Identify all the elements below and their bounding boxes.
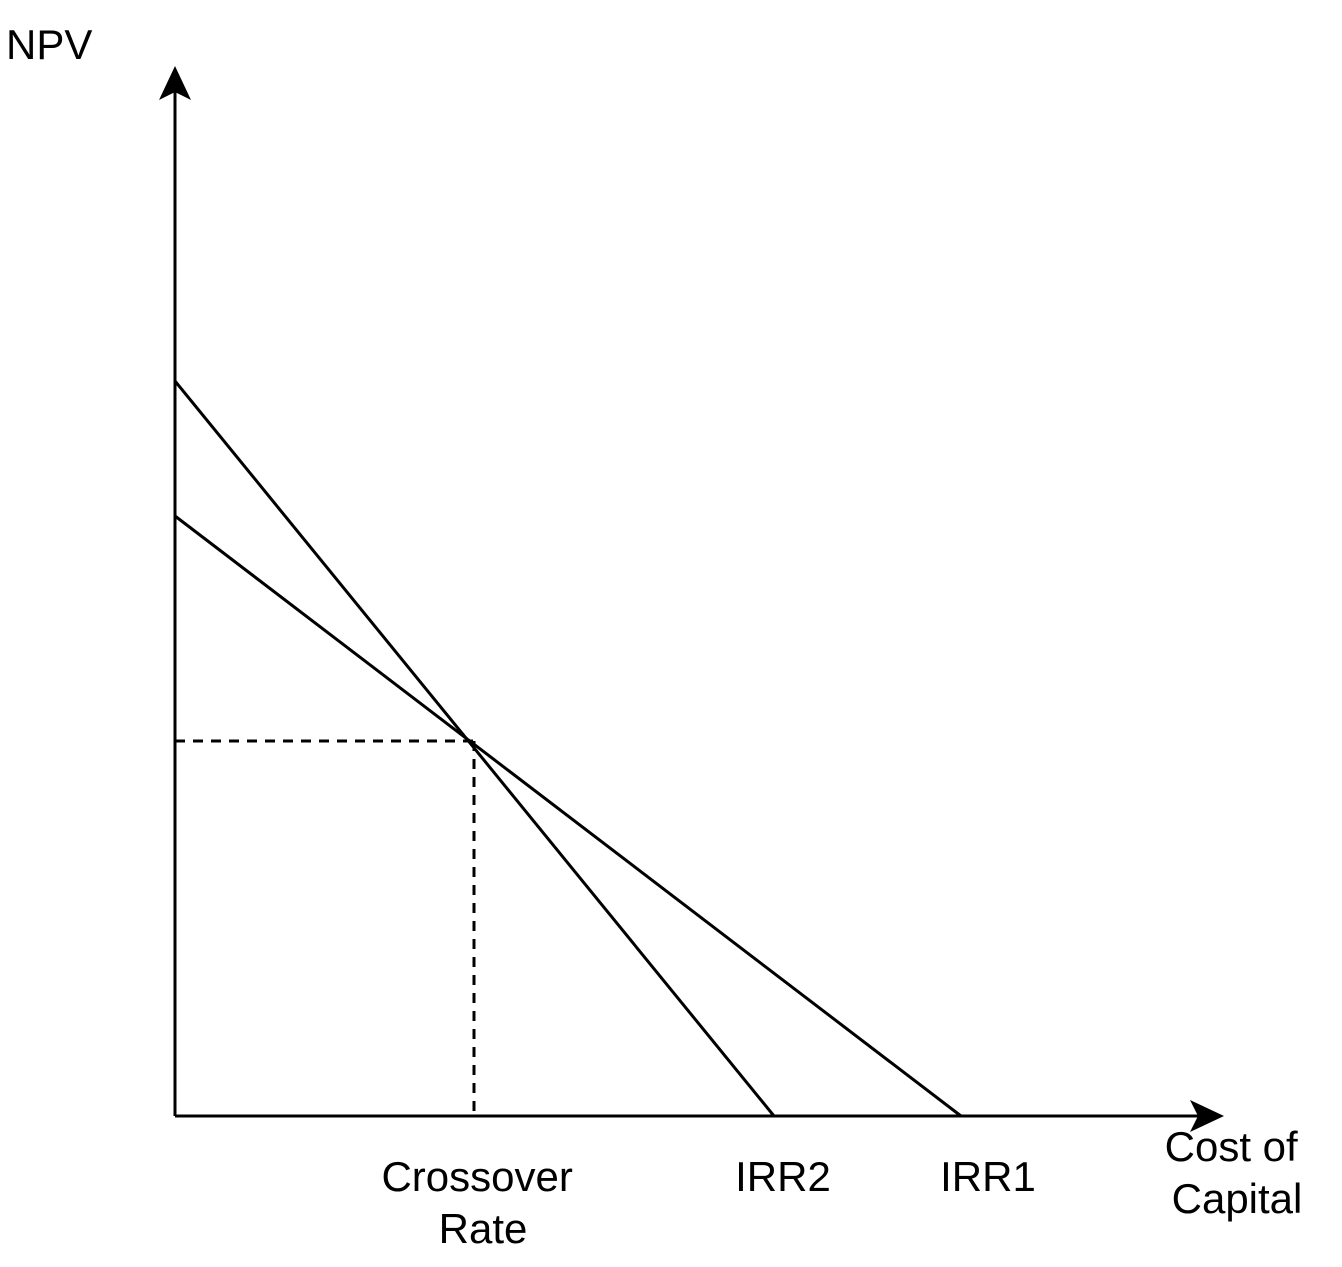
crossover-rate-label-line-1: Crossover	[381, 1153, 572, 1200]
npv-profile-line-flat	[174, 514, 962, 1118]
y-axis-label: NPV	[6, 21, 92, 68]
x-axis-arrowhead	[1190, 1100, 1224, 1132]
irr2-label: IRR2	[735, 1153, 831, 1200]
x-axis-label-line-2: Capital	[1172, 1175, 1303, 1222]
x-axis-label: Cost of Capital	[1165, 1123, 1310, 1222]
y-axis-arrowhead	[159, 66, 191, 100]
irr1-label: IRR1	[940, 1153, 1036, 1200]
crossover-rate-label: Crossover Rate	[381, 1153, 584, 1252]
crossover-rate-label-line-2: Rate	[439, 1205, 528, 1252]
x-axis-label-line-1: Cost of	[1165, 1123, 1298, 1170]
